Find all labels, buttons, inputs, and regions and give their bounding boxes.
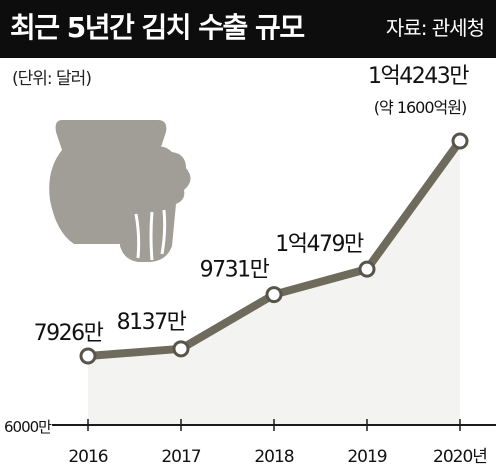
data-point <box>358 260 376 278</box>
x-tick-label: 2017 <box>161 447 200 467</box>
data-label: 9731만 <box>200 258 270 283</box>
chart-title: 최근 5년간 김치 수출 규모 <box>10 11 305 44</box>
unit-label: (단위: 달러) <box>12 69 92 89</box>
cabbage-icon <box>108 146 191 262</box>
x-tick-label: 2020년 <box>433 447 487 467</box>
data-point <box>451 132 469 150</box>
x-tick-label: 2016 <box>68 447 107 467</box>
kimchi-illustration <box>49 120 191 262</box>
data-label: 7926만 <box>34 321 104 346</box>
data-label: 1억4243만 <box>368 64 469 89</box>
x-tick-label: 2018 <box>254 447 293 467</box>
source-label: 자료: 관세청 <box>385 16 485 40</box>
x-tick-label: 2019 <box>347 447 386 467</box>
data-point <box>172 340 190 358</box>
data-point <box>79 347 97 365</box>
y-axis-label: 6000만 <box>4 418 52 436</box>
annotation-label: (약 1600억원) <box>374 98 466 117</box>
header-bar: 최근 5년간 김치 수출 규모 자료: 관세청 <box>0 0 496 58</box>
data-point <box>265 286 283 304</box>
data-label: 8137만 <box>117 310 187 335</box>
data-label: 1억479만 <box>275 232 364 257</box>
